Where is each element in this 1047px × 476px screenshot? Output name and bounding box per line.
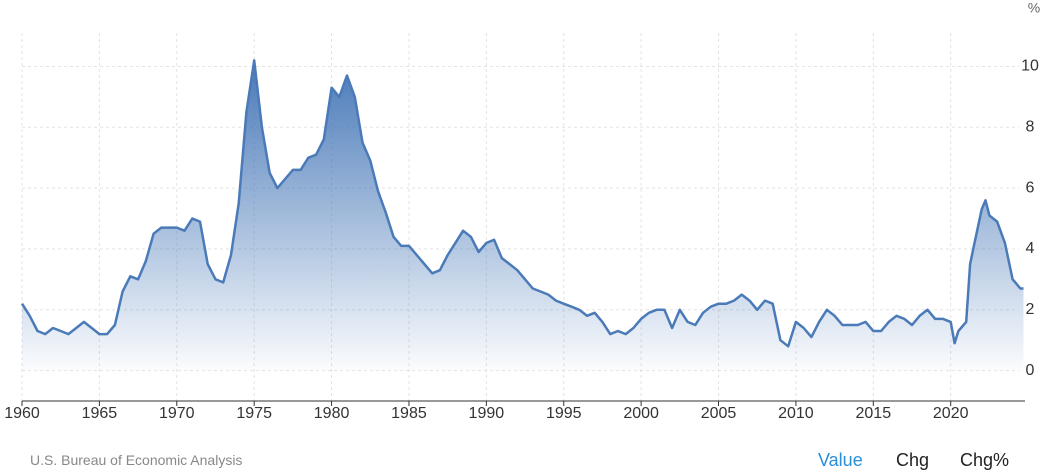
y-tick-label: 10 xyxy=(1021,58,1039,75)
x-tick-label: 2015 xyxy=(856,405,892,422)
area-fill xyxy=(22,60,1024,371)
x-tick-label: 1980 xyxy=(314,405,350,422)
y-tick-label: 0 xyxy=(1026,362,1035,379)
chart: % 0 2 4 6 8 10 1960 1965 1970 1975 1980 1985 1990 199… xyxy=(4,0,1040,422)
x-tick-label: 2000 xyxy=(623,405,659,422)
x-tick-label: 1970 xyxy=(159,405,195,422)
x-tick-label: 1990 xyxy=(469,405,505,422)
x-tick-label: 1960 xyxy=(4,405,40,422)
source: U.S. Bureau of Economic Analysis xyxy=(30,452,243,468)
y-tick-label: 8 xyxy=(1026,118,1035,135)
line xyxy=(20,59,1024,348)
y-tick-label: 2 xyxy=(1026,301,1035,318)
y-tick-label: 4 xyxy=(1026,240,1035,257)
x-tick-label: 2020 xyxy=(933,405,969,422)
x-tick-label: 1975 xyxy=(236,405,272,422)
y-tick-label: 6 xyxy=(1026,179,1035,196)
view-button[interactable]: Value xyxy=(818,450,863,470)
view-button[interactable]: Chg xyxy=(896,450,930,470)
x-tick-label: 2005 xyxy=(701,405,737,422)
x-tick-label: 1985 xyxy=(391,405,427,422)
x-tick-label: 1965 xyxy=(82,405,118,422)
x-tick-label: 2010 xyxy=(778,405,814,422)
y-unit: % xyxy=(1028,0,1040,16)
view-button[interactable]: Chg% xyxy=(960,450,1010,470)
x-tick-label: 1995 xyxy=(546,405,582,422)
